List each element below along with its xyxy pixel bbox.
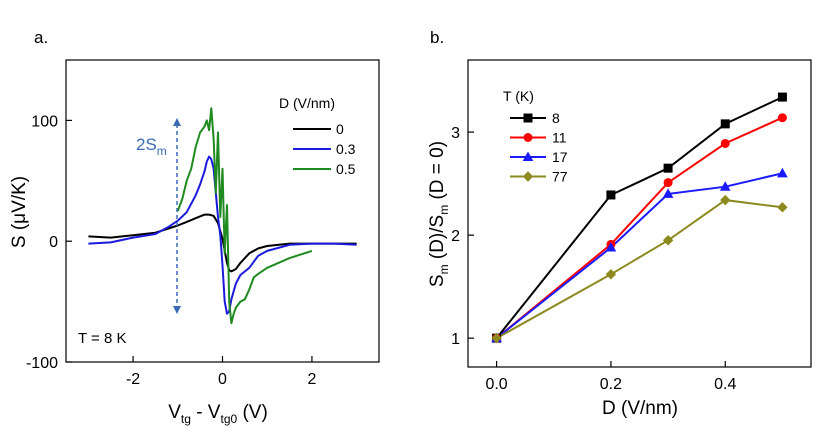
- legend-a-entry: 0: [336, 121, 344, 137]
- data-point-b-17: [719, 181, 731, 191]
- data-point-b-8: [720, 119, 730, 129]
- x-axis-label-a: Vtg - Vtg0 (V): [168, 402, 268, 426]
- y-axis-label-a: S (μV/K): [9, 176, 30, 248]
- data-point-b-77: [662, 235, 674, 246]
- temperature-annotation: T = 8 K: [78, 330, 127, 347]
- x-tick-label-a: 2: [307, 371, 316, 388]
- legend-a-entry: 0.5: [336, 161, 356, 177]
- data-point-b-11: [663, 178, 673, 188]
- panel-a-label: a.: [34, 28, 48, 47]
- y-tick-label-a: -100: [26, 355, 58, 372]
- legend-b-entry: 17: [552, 149, 568, 165]
- legend-b: T (K) 8 11 17 77: [503, 88, 568, 185]
- series-line-a-0.3: [88, 155, 357, 315]
- y-tick-label-a: 0: [49, 234, 58, 251]
- legend-b-entry: 77: [552, 169, 568, 185]
- arrow-head-up: [173, 118, 181, 126]
- y-tick-label-b: 1: [451, 331, 460, 348]
- chart-b-frame: [467, 59, 812, 368]
- data-point-b-8: [606, 190, 616, 200]
- legend-b-marker: [522, 171, 534, 182]
- data-point-b-17: [777, 167, 788, 178]
- legend-a-entry: 0.3: [336, 141, 356, 157]
- data-point-b-77: [605, 269, 617, 280]
- chart-b: 0.0 0.2 0.4 1 2 3 T (K) 8 11 17 77 D (V/nm) Sm (…: [427, 59, 812, 419]
- series-line-a-0.5: [176, 107, 313, 325]
- panel-b-label: b.: [430, 28, 444, 47]
- x-tick-label-b: 0.0: [485, 376, 507, 393]
- y-axis-label-b: Sm (D)/Sm (D = 0): [427, 141, 451, 287]
- y-tick-label-b: 3: [451, 125, 460, 142]
- legend-b-title: T (K): [503, 88, 534, 104]
- legend-b-marker: [522, 151, 534, 161]
- data-point-b-8: [777, 92, 787, 102]
- y-tick-label-b: 2: [451, 228, 460, 245]
- data-point-b-8: [663, 163, 673, 173]
- x-tick-label-b: 0.2: [600, 376, 622, 393]
- data-point-b-77: [491, 332, 502, 344]
- x-tick-label-b: 0.4: [714, 376, 736, 393]
- data-point-b-11: [720, 138, 730, 148]
- data-point-b-77: [777, 202, 788, 213]
- x-tick-label-a: 0: [218, 371, 227, 388]
- legend-b-entry: 8: [552, 110, 560, 126]
- chart-a: -2 0 2 -100 0 100 2Sm T = 8 K D (V/nm) 0 0.3 0.…: [9, 59, 380, 426]
- x-axis-label-b: D (V/nm): [602, 398, 678, 419]
- amplitude-label: 2Sm: [136, 135, 167, 158]
- data-point-b-77: [720, 194, 731, 206]
- amplitude-arrow: [173, 118, 181, 314]
- data-point-b-11: [777, 113, 787, 123]
- legend-a: D (V/nm) 0 0.3 0.5: [279, 95, 356, 177]
- legend-b-entry: 11: [552, 130, 567, 146]
- legend-b-marker: [523, 113, 533, 123]
- x-tick-label-a: -2: [126, 371, 140, 388]
- legend-a-title: D (V/nm): [279, 95, 335, 111]
- data-point-b-17: [662, 188, 674, 198]
- arrow-head-down: [173, 306, 181, 314]
- legend-b-marker: [523, 133, 533, 142]
- data-point-b-17: [605, 241, 617, 252]
- y-tick-label-a: 100: [31, 113, 58, 130]
